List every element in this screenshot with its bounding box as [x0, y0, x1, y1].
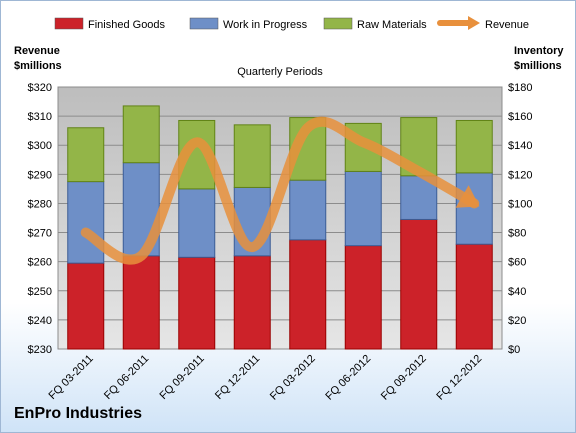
chart-title: Quarterly Periods [237, 66, 323, 78]
left-tick-label: $320 [28, 82, 52, 94]
legend-arrow-revenue [468, 16, 480, 30]
bar-raw-materials [122, 105, 160, 164]
right-tick-label: $180 [508, 82, 532, 94]
bar-raw-materials [233, 124, 271, 188]
revenue-line [80, 116, 480, 265]
bar-work-in-progress [455, 172, 493, 245]
right-tick-label: $60 [508, 257, 526, 269]
x-tick-label: FQ 06-2012 [323, 353, 373, 403]
legend-swatch-finished-goods [54, 17, 84, 30]
x-axis-ticks: FQ 03-2011 FQ 06-2011 FQ 09-2011 FQ 12-2011… [46, 353, 484, 403]
bar-finished-goods [289, 239, 327, 350]
left-tick-label: $290 [28, 169, 52, 181]
right-tick-label: $40 [508, 286, 526, 298]
x-tick-label: FQ 12-2012 [434, 353, 484, 403]
bar-finished-goods [233, 255, 271, 350]
left-tick-label: $280 [28, 198, 52, 210]
left-tick-label: $300 [28, 140, 52, 152]
right-tick-label: $80 [508, 228, 526, 240]
right-axis-title-line2: $millions [514, 60, 562, 72]
bar-work-in-progress [289, 179, 327, 241]
bar-work-in-progress [67, 181, 105, 264]
x-tick-label: FQ 09-2011 [157, 353, 206, 402]
bar-finished-goods [122, 255, 160, 350]
legend-label-revenue: Revenue [485, 19, 529, 31]
right-tick-label: $160 [508, 111, 532, 123]
bar-work-in-progress [178, 188, 216, 258]
bar-finished-goods [344, 245, 382, 350]
bar-finished-goods [455, 243, 493, 350]
left-tick-label: $310 [28, 111, 52, 123]
legend-label-finished-goods: Finished Goods [88, 19, 166, 31]
legend-swatch-raw-materials [323, 17, 353, 30]
x-tick-label: FQ 09-2012 [379, 353, 429, 403]
legend: Finished Goods Work in Progress Raw Mate… [54, 16, 529, 31]
left-tick-label: $270 [28, 228, 52, 240]
legend-label-work-in-progress: Work in Progress [223, 19, 308, 31]
company-name: EnPro Industries [14, 405, 143, 422]
x-tick-label: FQ 12-2011 [213, 353, 262, 402]
left-axis-ticks: $230 $240 $250 $260 $270 $280 $290 $300 $310 $320 [28, 82, 52, 356]
left-tick-label: $260 [28, 257, 52, 269]
right-tick-label: $20 [508, 315, 526, 327]
left-tick-label: $250 [28, 286, 52, 298]
right-tick-label: $140 [508, 140, 532, 152]
bar-finished-goods [178, 256, 216, 350]
right-tick-label: $0 [508, 344, 520, 356]
legend-swatch-work-in-progress [189, 17, 219, 30]
x-tick-label: FQ 03-2012 [268, 353, 318, 403]
bar-finished-goods [400, 218, 438, 350]
left-tick-label: $230 [28, 344, 52, 356]
right-axis-ticks: $0 $20 $40 $60 $80 $100 $120 $140 $160 $180 [508, 82, 532, 356]
legend-label-raw-materials: Raw Materials [357, 19, 427, 31]
right-axis-title-line1: Inventory [514, 45, 564, 57]
left-axis-title-line2: $millions [14, 60, 62, 72]
bar-work-in-progress [344, 170, 382, 247]
x-tick-label: FQ 06-2011 [102, 353, 151, 402]
revenue-line-arrowhead [455, 185, 480, 208]
right-tick-label: $100 [508, 198, 532, 210]
left-tick-label: $240 [28, 315, 52, 327]
bar-raw-materials [67, 127, 105, 183]
right-tick-label: $120 [508, 169, 532, 181]
bar-finished-goods [67, 262, 105, 350]
bars [67, 105, 493, 350]
x-tick-label: FQ 03-2011 [46, 353, 95, 402]
bar-raw-materials [455, 119, 493, 174]
left-axis-title-line1: Revenue [14, 45, 60, 57]
revenue-line-path [80, 116, 480, 265]
